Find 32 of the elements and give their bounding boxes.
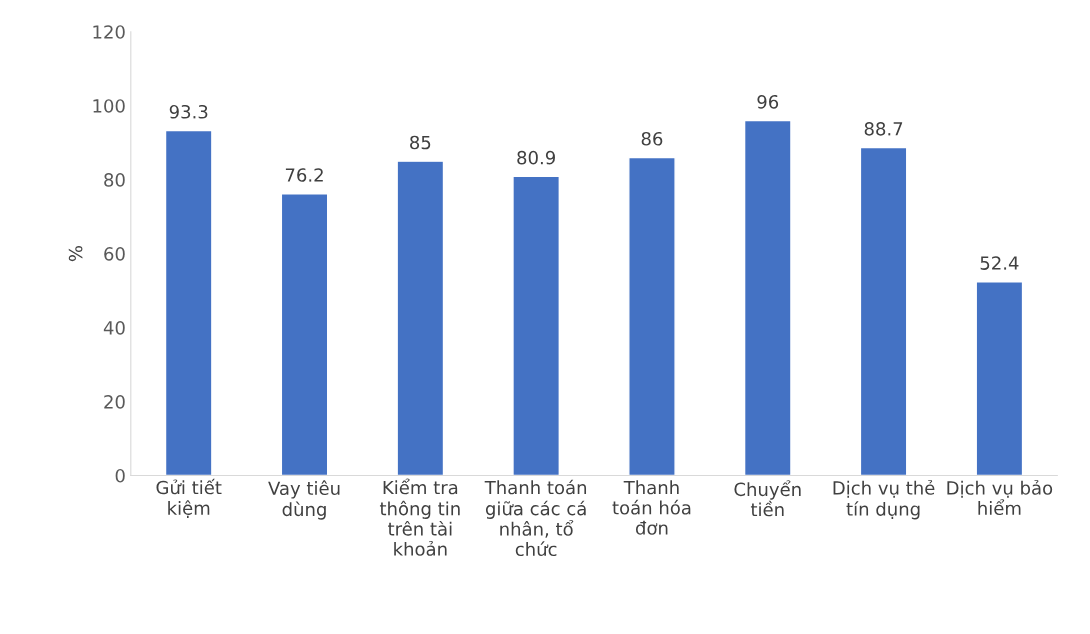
data-label: 80.9 xyxy=(517,150,555,165)
bar xyxy=(975,281,1024,476)
bar xyxy=(743,119,792,476)
bar xyxy=(396,160,445,476)
x-tick-label: Chuyển tiền xyxy=(734,480,801,517)
bar xyxy=(280,192,329,476)
data-label: 93.3 xyxy=(169,104,208,119)
y-axis-title: % xyxy=(68,246,83,262)
x-tick-label: Thanh toán giữa các cá nhân, tổ chức xyxy=(484,479,587,557)
x-tick-label: Vay tiêu dùng xyxy=(268,480,340,520)
x-tick-label: Thanh toán hóa đơn xyxy=(612,480,691,535)
bar xyxy=(512,175,561,476)
bar xyxy=(628,156,676,476)
y-tick-label: 40 xyxy=(103,321,125,335)
y-tick-label: 120 xyxy=(93,25,125,39)
x-tick-label: Dịch vụ bảo hiểm xyxy=(947,479,1053,516)
y-tick-label: 0 xyxy=(115,468,125,483)
y-tick-label: 60 xyxy=(104,247,125,261)
data-label: 85 xyxy=(410,135,431,150)
bar xyxy=(859,146,908,476)
data-label: 88.7 xyxy=(864,121,903,136)
y-tick-label: 80 xyxy=(104,173,125,187)
y-tick-label: 100 xyxy=(93,99,125,113)
data-label: 52.4 xyxy=(980,256,1019,270)
y-tick-label: 20 xyxy=(104,394,125,409)
x-tick-label: Gửi tiết kiệm xyxy=(156,478,222,518)
x-tick-label: Dịch vụ thẻ tín dụng xyxy=(833,479,935,520)
data-label: 76.2 xyxy=(285,168,323,182)
data-label: 86 xyxy=(641,131,663,146)
data-label: 96 xyxy=(757,94,779,109)
x-tick-label: Kiểm tra thông tin trên tài khoản xyxy=(379,478,460,556)
bar xyxy=(164,129,213,476)
